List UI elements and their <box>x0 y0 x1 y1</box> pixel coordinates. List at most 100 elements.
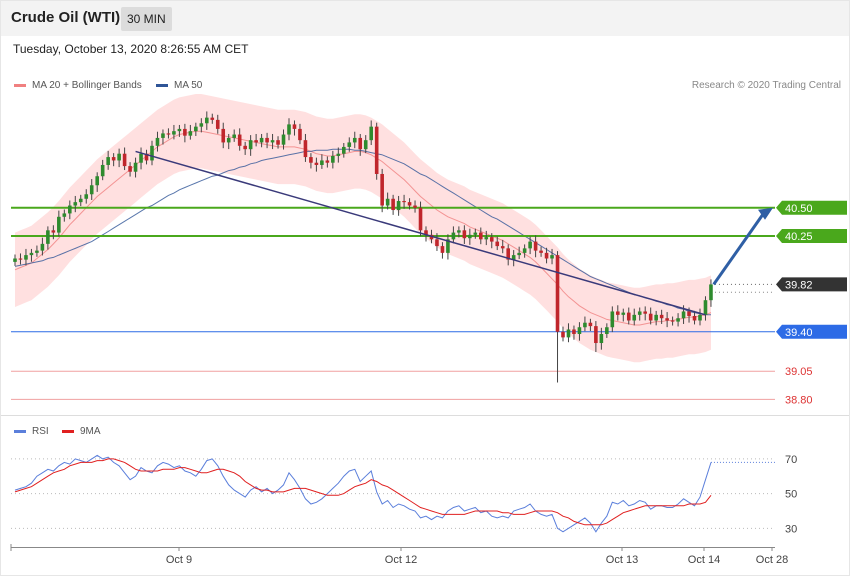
candle-down <box>588 322 593 327</box>
projection-arrow-shaft <box>712 211 766 286</box>
candle-down <box>303 140 308 158</box>
level-label-resistance: 40.50 <box>785 203 813 215</box>
candle-down <box>298 128 302 141</box>
candle-up <box>188 131 193 136</box>
candle-down <box>265 137 269 143</box>
candle-down <box>418 207 423 231</box>
level-label-resistance: 40.25 <box>785 231 813 243</box>
candle-up <box>46 230 50 244</box>
candle-up <box>117 153 121 161</box>
rsi-line <box>14 454 712 533</box>
candle-down <box>325 160 330 163</box>
legend-swatch-ma50 <box>156 84 168 87</box>
bollinger-band <box>15 94 711 363</box>
candle-down <box>665 318 669 321</box>
legend-item-ma50: MA 50 <box>156 80 202 91</box>
x-tick-label: Oct 9 <box>166 554 192 566</box>
candle-down <box>276 140 280 145</box>
legend-swatch-ma20 <box>14 84 26 87</box>
candle-down <box>462 230 467 239</box>
candle-up <box>281 134 286 145</box>
candle-up <box>369 126 373 141</box>
trend-line <box>135 150 706 316</box>
candle-up <box>352 137 357 143</box>
candle-up <box>133 162 138 172</box>
candle-up <box>89 185 94 195</box>
candle-up <box>396 201 401 211</box>
candle-up <box>24 255 28 260</box>
legend-label-9ma: 9MA <box>80 426 101 437</box>
candle-up <box>106 157 110 165</box>
candle-down <box>424 230 428 235</box>
candle-up <box>172 131 176 135</box>
candle-up <box>100 164 105 177</box>
rsi-tick-label: 30 <box>785 523 797 535</box>
candle-down <box>594 326 598 344</box>
candle-down <box>292 124 297 129</box>
candle-up <box>232 134 236 138</box>
timeframe-badge[interactable]: 30 MIN <box>121 7 172 31</box>
candle-up <box>511 255 516 260</box>
candle-up <box>484 237 489 240</box>
candle-up <box>248 140 253 150</box>
candle-down <box>18 258 23 260</box>
x-tick-label: Oct 12 <box>385 554 417 566</box>
candle-down <box>237 134 242 146</box>
candle-down <box>166 133 171 135</box>
candle-down <box>670 320 675 322</box>
candle-up <box>62 213 67 217</box>
level-tag-resistance <box>776 200 847 215</box>
candle-down <box>648 313 653 321</box>
candle-up <box>637 311 642 315</box>
rsi-tick-label: 50 <box>785 489 797 501</box>
level-label-pivot: 39.40 <box>785 327 813 339</box>
candle-up <box>57 216 61 233</box>
candle-up <box>35 250 39 253</box>
candle-up <box>473 232 478 235</box>
legend-label-ma50: MA 50 <box>174 80 203 91</box>
copyright: Research © 2020 Trading Central <box>691 80 841 91</box>
legend-label-ma20: MA 20 + Bollinger Bands <box>32 80 142 91</box>
candle-down <box>429 234 434 240</box>
x-tick-label: Oct 28 <box>756 554 788 566</box>
candle-down <box>215 119 220 129</box>
candle-down <box>374 126 379 174</box>
candle-down <box>555 255 560 332</box>
candle-up <box>599 334 604 344</box>
candle-up <box>287 124 291 135</box>
candle-down <box>402 201 406 203</box>
candle-down <box>692 315 697 321</box>
candle-up <box>528 241 532 249</box>
candle-up <box>226 137 231 143</box>
candle-up <box>320 160 324 165</box>
candle-up <box>259 137 264 143</box>
candle-down <box>643 311 647 314</box>
legend-item-rsi: RSI <box>14 426 49 437</box>
candle-up <box>632 314 637 321</box>
candle-up <box>84 194 89 199</box>
candle-down <box>221 128 226 143</box>
candle-down <box>144 153 149 161</box>
candle-down <box>380 173 384 206</box>
candle-down <box>506 248 510 260</box>
candle-up <box>363 140 368 150</box>
candle-up <box>446 239 450 253</box>
candle-up <box>139 153 143 163</box>
candle-down <box>435 239 439 247</box>
candle-up <box>550 255 554 259</box>
candle-up <box>331 155 335 163</box>
candle-up <box>270 140 275 143</box>
candle-up <box>681 311 686 319</box>
candle-up <box>621 312 626 315</box>
legend-label-rsi: RSI <box>32 426 49 437</box>
candle-up <box>199 123 204 127</box>
ma50-line <box>14 148 711 316</box>
candle-up <box>577 327 582 335</box>
candle-down <box>440 246 445 253</box>
candle-up <box>29 252 34 256</box>
candle-up <box>605 327 609 335</box>
candle-down <box>659 314 664 319</box>
candle-up <box>161 133 165 138</box>
projection-arrow-head <box>758 207 773 220</box>
